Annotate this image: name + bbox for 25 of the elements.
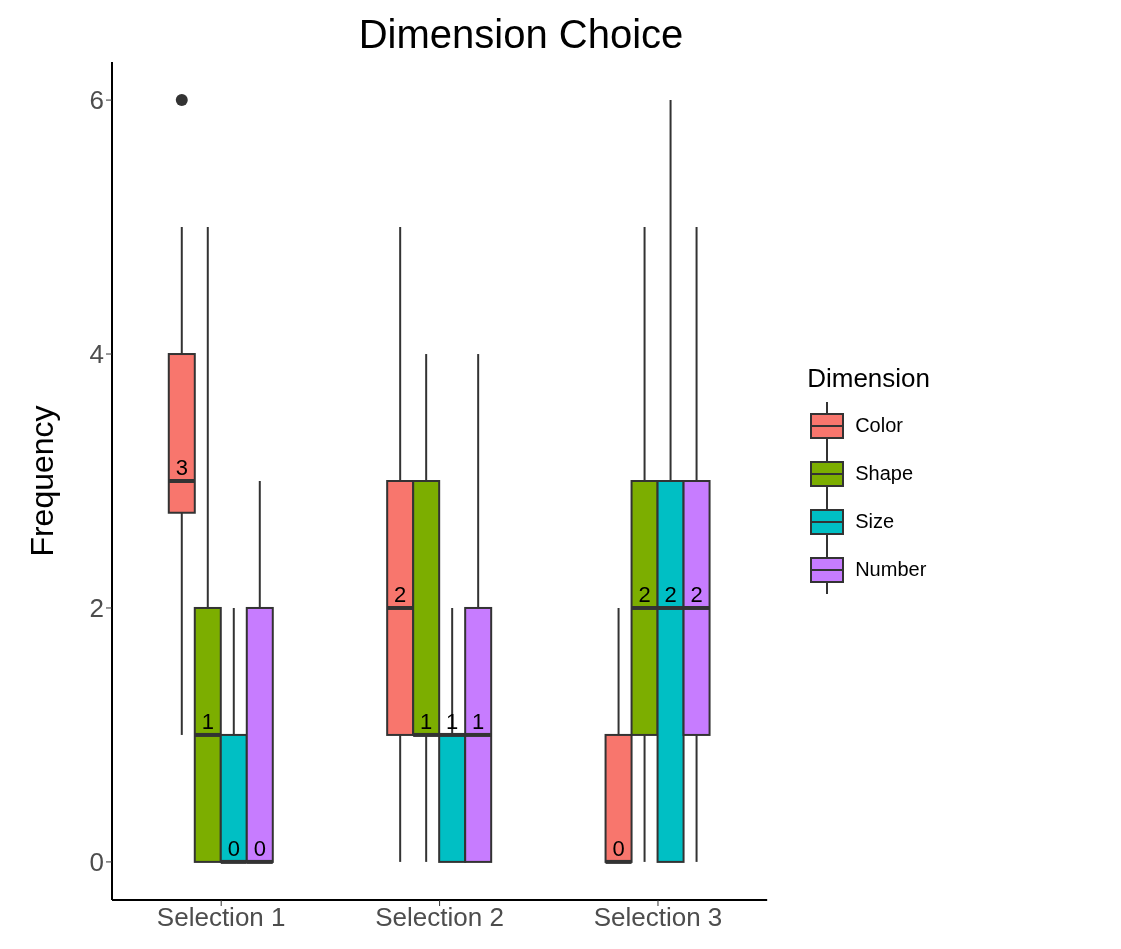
text: 0 (227, 835, 240, 861)
text: 2 (638, 581, 651, 607)
chart-title: Dimension Choice (357, 12, 685, 57)
y-axis-title: Frequency (24, 405, 61, 557)
legend-label: Color (855, 414, 903, 437)
y-tick-label: 4 (89, 339, 104, 370)
y-tick-label: 0 (89, 847, 104, 878)
legend-title: Dimension (807, 362, 930, 394)
text: 2 (664, 581, 677, 607)
text: 1 (472, 708, 485, 734)
text: 3 (175, 455, 188, 480)
text: 2 (394, 581, 407, 607)
legend-label: Shape (855, 462, 914, 485)
legend-label: Number (855, 558, 927, 581)
legend-label: Size (855, 510, 895, 533)
text: 2 (690, 581, 703, 607)
y-tick-label: 2 (89, 593, 104, 624)
y-tick-label: 6 (89, 85, 104, 116)
x-tick-label: Selection 2 (375, 902, 504, 933)
text: 1 (201, 708, 214, 734)
text: 1 (420, 708, 433, 734)
x-tick-label: Selection 1 (156, 902, 286, 933)
text: 0 (253, 835, 266, 861)
text: 0 (612, 835, 625, 861)
x-tick-label: Selection 3 (593, 902, 723, 933)
